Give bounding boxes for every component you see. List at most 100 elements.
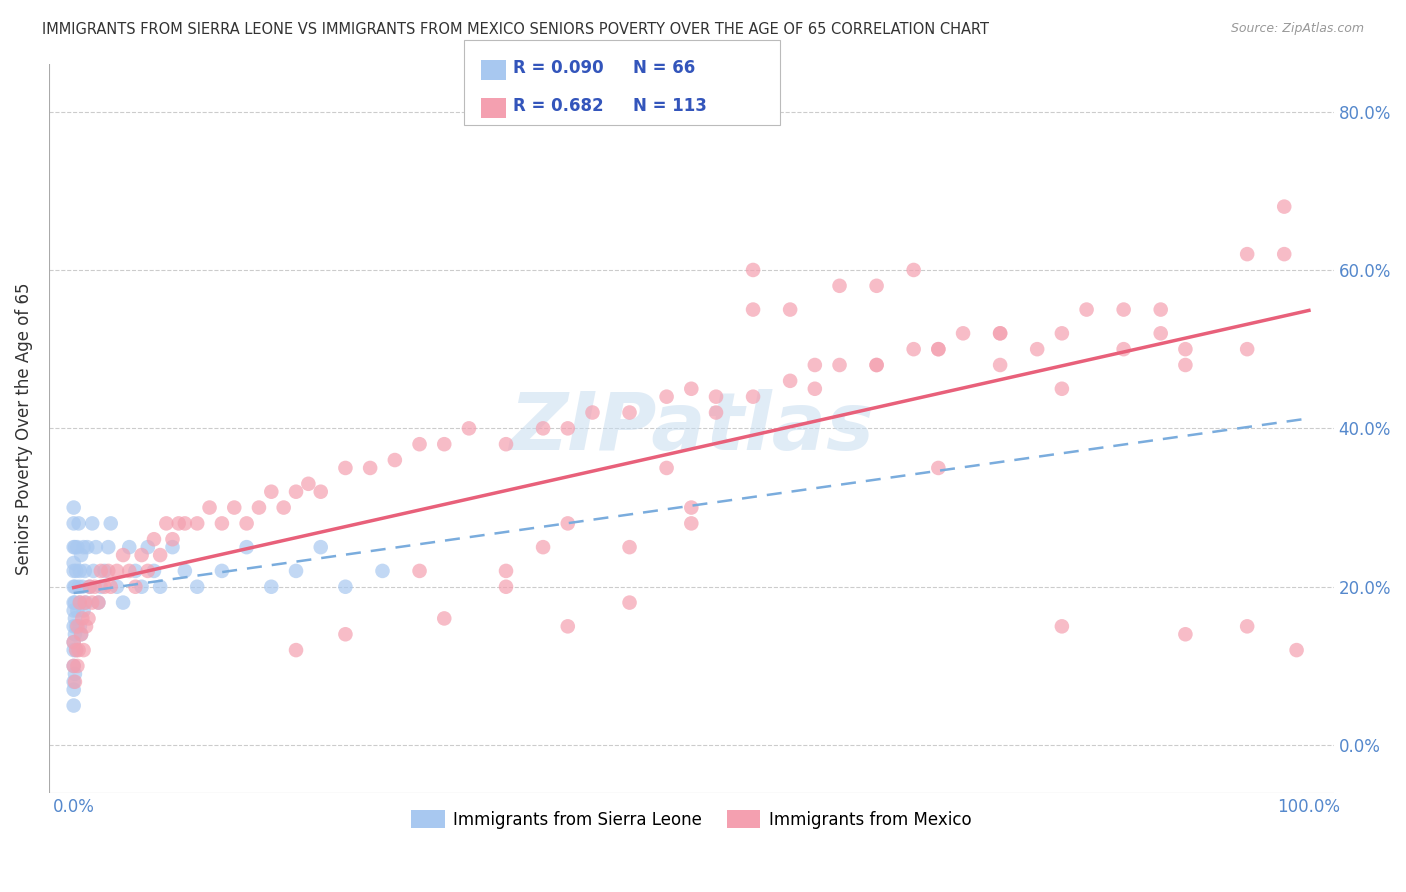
Point — [742, 263, 765, 277]
Text: N = 113: N = 113 — [633, 97, 707, 115]
Point — [90, 580, 112, 594]
Legend: Immigrants from Sierra Leone, Immigrants from Mexico: Immigrants from Sierra Leone, Immigrants… — [405, 804, 979, 835]
Point — [83, 580, 105, 594]
Point — [62, 516, 84, 531]
Point — [79, 580, 101, 594]
Point — [495, 437, 517, 451]
Point — [62, 698, 84, 713]
Point — [72, 611, 94, 625]
Point — [742, 390, 765, 404]
Point — [70, 548, 93, 562]
Point — [865, 358, 887, 372]
Point — [903, 342, 925, 356]
Point — [62, 635, 84, 649]
Point — [65, 564, 87, 578]
Point — [186, 516, 208, 531]
Point — [143, 533, 166, 547]
Point — [1285, 643, 1308, 657]
Point — [73, 596, 96, 610]
Point — [1112, 302, 1135, 317]
Point — [458, 421, 481, 435]
Point — [63, 540, 86, 554]
Point — [124, 564, 146, 578]
Point — [100, 516, 122, 531]
Point — [224, 500, 246, 515]
Point — [335, 627, 357, 641]
Point — [557, 619, 579, 633]
Point — [433, 611, 456, 625]
Point — [804, 382, 827, 396]
Point — [63, 674, 86, 689]
Point — [1150, 326, 1173, 341]
Point — [93, 580, 115, 594]
Point — [62, 540, 84, 554]
Point — [198, 500, 221, 515]
Point — [285, 643, 308, 657]
Point — [335, 580, 357, 594]
Point — [557, 516, 579, 531]
Text: R = 0.682: R = 0.682 — [513, 97, 603, 115]
Point — [67, 580, 90, 594]
Point — [76, 540, 98, 554]
Point — [681, 516, 703, 531]
Point — [67, 643, 90, 657]
Point — [162, 540, 184, 554]
Point — [118, 564, 141, 578]
Point — [211, 516, 233, 531]
Point — [619, 596, 641, 610]
Point — [72, 603, 94, 617]
Text: ZIPatlas: ZIPatlas — [509, 389, 873, 467]
Point — [149, 580, 172, 594]
Point — [69, 619, 91, 633]
Point — [63, 666, 86, 681]
Point — [384, 453, 406, 467]
Point — [1236, 619, 1258, 633]
Point — [1112, 342, 1135, 356]
Point — [1272, 247, 1295, 261]
Point — [531, 421, 554, 435]
Point — [557, 421, 579, 435]
Point — [309, 484, 332, 499]
Point — [655, 390, 678, 404]
Point — [66, 659, 89, 673]
Point — [149, 548, 172, 562]
Point — [66, 603, 89, 617]
Point — [1150, 302, 1173, 317]
Point — [260, 484, 283, 499]
Point — [62, 659, 84, 673]
Point — [63, 627, 86, 641]
Point — [1272, 200, 1295, 214]
Point — [235, 540, 257, 554]
Point — [155, 516, 177, 531]
Point — [97, 564, 120, 578]
Point — [75, 619, 97, 633]
Point — [531, 540, 554, 554]
Point — [1050, 326, 1073, 341]
Point — [65, 619, 87, 633]
Point — [69, 596, 91, 610]
Point — [433, 437, 456, 451]
Point — [62, 500, 84, 515]
Point — [69, 564, 91, 578]
Point — [131, 580, 153, 594]
Point — [371, 564, 394, 578]
Point — [62, 643, 84, 657]
Point — [742, 302, 765, 317]
Point — [828, 278, 851, 293]
Point — [1050, 382, 1073, 396]
Point — [173, 516, 195, 531]
Point — [143, 564, 166, 578]
Point — [105, 580, 128, 594]
Point — [309, 540, 332, 554]
Point — [82, 516, 104, 531]
Point — [70, 627, 93, 641]
Point — [273, 500, 295, 515]
Point — [297, 476, 319, 491]
Point — [62, 619, 84, 633]
Text: R = 0.090: R = 0.090 — [513, 60, 603, 78]
Text: N = 66: N = 66 — [633, 60, 695, 78]
Point — [65, 643, 87, 657]
Point — [779, 302, 801, 317]
Point — [62, 596, 84, 610]
Point — [66, 540, 89, 554]
